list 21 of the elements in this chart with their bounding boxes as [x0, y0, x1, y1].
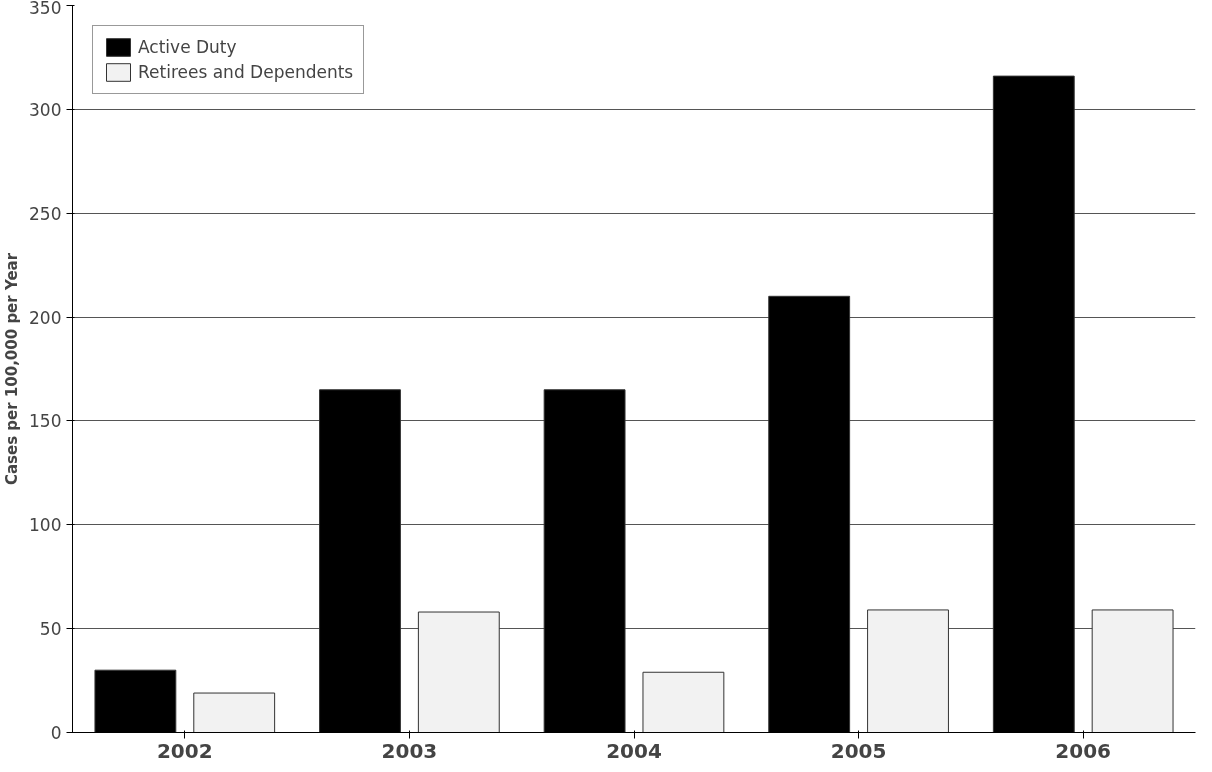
x-tick-label: 2005 [830, 738, 887, 763]
bar [1091, 609, 1174, 733]
x-tick-label: 2006 [1055, 738, 1112, 763]
bar [193, 692, 276, 733]
y-tick-label: 350 [29, 0, 62, 18]
y-tick-label: 300 [29, 99, 62, 120]
bar [867, 609, 949, 733]
y-tick-label: 0 [50, 723, 62, 743]
legend-label: Active Duty [138, 37, 237, 57]
y-tick-label: 150 [29, 411, 62, 432]
x-tick-label: 2003 [381, 738, 438, 763]
y-tick-label: 200 [29, 307, 62, 328]
y-axis-title: Cases per 100,000 per Year [3, 252, 22, 486]
y-tick-label: 250 [29, 203, 62, 224]
bar [642, 671, 725, 733]
x-tick-label: 2004 [606, 738, 662, 763]
y-tick-label: 100 [29, 515, 62, 536]
x-tick-label: 2002 [156, 738, 213, 763]
legend-label: Retirees and Dependents [138, 62, 354, 82]
bar [417, 611, 500, 733]
y-tick-label: 50 [39, 619, 62, 640]
